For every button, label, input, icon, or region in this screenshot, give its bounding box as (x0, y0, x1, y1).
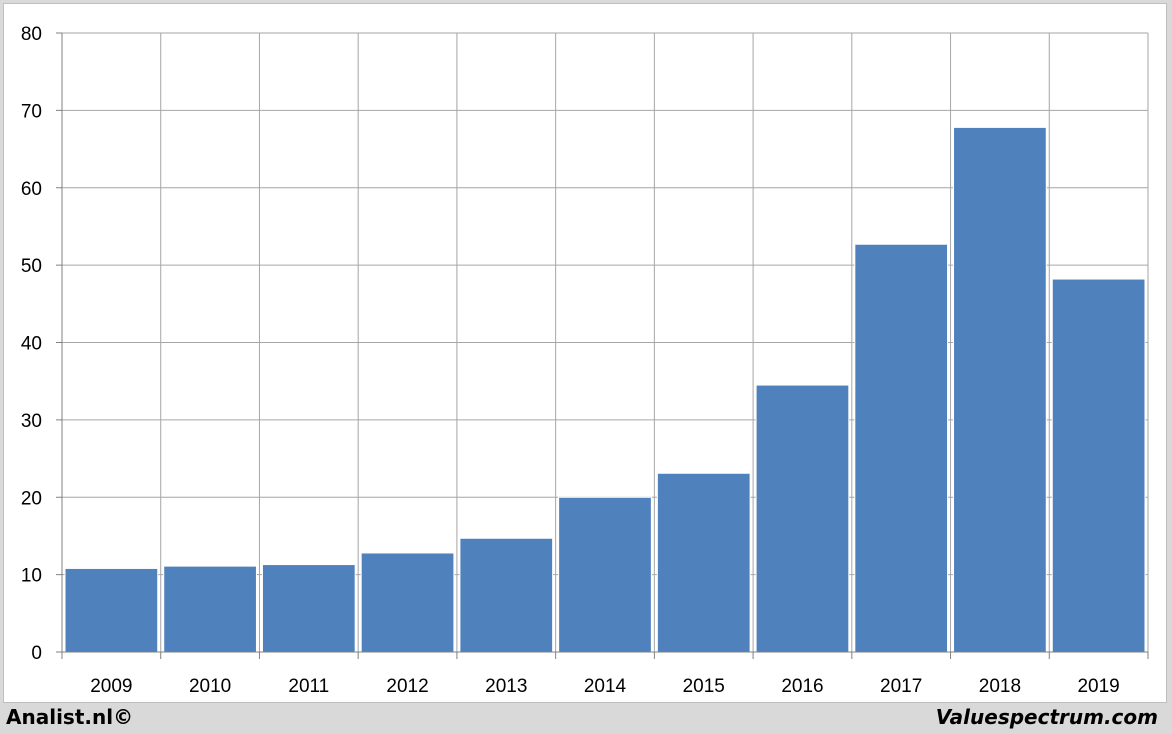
x-tick-label: 2011 (288, 676, 329, 697)
bar-2017 (854, 243, 949, 653)
y-tick-label: 30 (21, 411, 42, 432)
x-tick-label: 2018 (979, 676, 1021, 697)
x-tick-label: 2017 (880, 676, 922, 697)
bar-2019 (1051, 278, 1146, 653)
x-tick-label: 2016 (781, 676, 823, 697)
y-tick-label: 40 (21, 334, 42, 355)
x-tick-label: 2014 (584, 676, 627, 697)
x-tick-label: 2019 (1077, 676, 1119, 697)
footer-source-left: Analist.nl© (6, 705, 134, 729)
x-tick-label: 2013 (485, 676, 527, 697)
bar-2013 (459, 537, 554, 653)
bar-2012 (360, 552, 455, 653)
bar-2018 (953, 126, 1047, 653)
bar-2011 (261, 564, 356, 653)
bar-2014 (558, 496, 652, 653)
x-tick-label: 2010 (189, 676, 231, 697)
x-tick-label: 2012 (386, 676, 428, 697)
y-tick-label: 20 (21, 488, 42, 509)
footer-source-right: Valuespectrum.com (935, 705, 1158, 729)
y-tick-label: 60 (21, 179, 42, 200)
bar-2016 (755, 384, 850, 653)
bar-2015 (656, 472, 751, 653)
y-tick-label: 80 (21, 24, 42, 45)
y-tick-label: 70 (21, 101, 42, 122)
bar-2009 (64, 567, 159, 653)
y-tick-label: 10 (21, 566, 42, 587)
x-tick-label: 2009 (90, 676, 132, 697)
x-tick-label: 2015 (683, 676, 725, 697)
bar-2010 (163, 565, 257, 653)
y-tick-label: 0 (31, 643, 42, 664)
y-tick-label: 50 (21, 256, 42, 277)
